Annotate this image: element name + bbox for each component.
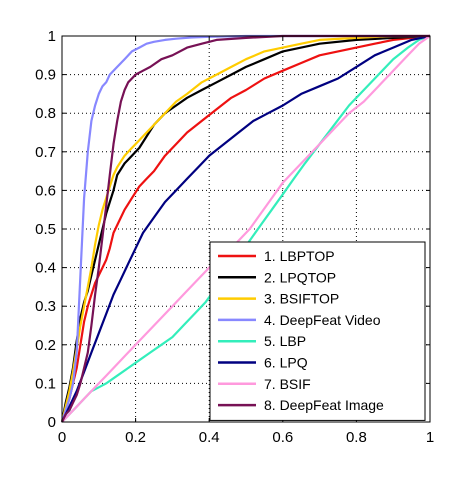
y-tick-label: 0.1	[35, 375, 56, 392]
series-line-4	[60, 34, 430, 423]
x-tick-label: 0.4	[199, 429, 220, 446]
legend-label-1: 1. LBPTOP	[264, 248, 335, 264]
series-line-6	[61, 34, 431, 423]
legend-label-7: 7. BSIF	[264, 376, 311, 392]
legend-label-2: 2. LPQTOP	[264, 269, 336, 285]
x-tick-label: 1	[426, 429, 434, 446]
legend-label-8: 8. DeepFeat Image	[264, 397, 384, 413]
x-tick-label: 0.6	[272, 429, 293, 446]
y-tick-label: 0.4	[35, 260, 56, 277]
legend-label-6: 6. LPQ	[264, 355, 308, 371]
series-line-3	[60, 34, 430, 423]
y-tick-label: 0.2	[35, 337, 56, 354]
y-tick-label: 1	[48, 28, 56, 45]
y-tick-label: 0.3	[35, 298, 56, 315]
y-tick-label: 0.7	[35, 144, 56, 161]
y-tick-labels: 0 0.1 0.2 0.3 0.4 0.5 0.6 0.7 0.8 0.9 1	[35, 28, 56, 431]
y-tick-label: 0.8	[35, 105, 56, 122]
x-tick-label: 0	[58, 429, 66, 446]
y-tick-label: 0.9	[35, 67, 56, 84]
y-tick-label: 0.5	[35, 221, 56, 238]
x-tick-label: 0.8	[346, 429, 367, 446]
legend-label-5: 5. LBP	[264, 333, 306, 349]
legend-box	[209, 241, 426, 421]
x-tick-labels: 0 0.2 0.4 0.6 0.8 1	[58, 429, 434, 446]
legend-label-3: 3. BSIFTOP	[264, 291, 339, 307]
series-line-1	[60, 34, 431, 423]
x-tick-label: 0.2	[125, 429, 146, 446]
y-tick-label: 0	[48, 414, 56, 431]
y-tick-label: 0.6	[35, 182, 56, 199]
legend: 1. LBPTOP 2. LPQTOP 3. BSIFTOP 4. DeepFeat …	[209, 241, 426, 421]
series-line-8	[61, 34, 430, 423]
legend-label-4: 4. DeepFeat Video	[264, 312, 381, 328]
